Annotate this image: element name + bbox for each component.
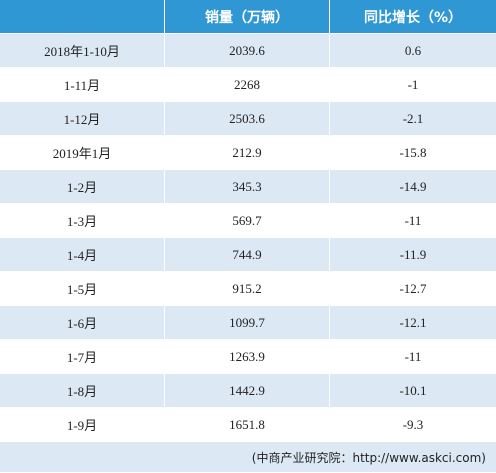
table-cell: 569.7 (165, 204, 330, 237)
table-row: 1-3月 569.7 -11 (0, 204, 496, 238)
table-cell: 2039.6 (165, 34, 330, 67)
table-row: 2018年1-10月 2039.6 0.6 (0, 34, 496, 68)
table-row: 1-5月 915.2 -12.7 (0, 272, 496, 306)
table-cell: 1-9月 (0, 408, 165, 441)
header-cell: 同比增长（%） (363, 9, 463, 26)
table-row: 1-7月 1263.9 -11 (0, 340, 496, 374)
header-cell (0, 0, 165, 33)
table-cell: 744.9 (165, 238, 330, 271)
table-cell: 1-5月 (0, 272, 165, 305)
table-cell: 1-12月 (0, 102, 165, 135)
table-cell: -12.1 (399, 314, 427, 330)
table-row: 1-6月 1099.7 -12.1 (0, 306, 496, 340)
table-cell: -12.7 (399, 280, 427, 296)
table-cell: -1 (407, 76, 419, 92)
table-row: 1-9月 1651.8 -9.3 (0, 408, 496, 442)
table-cell: -11 (404, 212, 422, 228)
table-cell: -11.9 (399, 246, 427, 262)
table-cell: -2.1 (402, 110, 424, 126)
table-cell: 345.3 (165, 170, 330, 203)
table-cell: -11 (404, 348, 422, 364)
header-row: 销量（万辆） 同比增长（%） (0, 0, 496, 34)
table-cell: 212.9 (165, 136, 330, 169)
header-cell: 销量（万辆） (165, 0, 330, 33)
table-cell: 1-7月 (0, 340, 165, 373)
table-row: 1-11月 2268 -1 (0, 68, 496, 102)
table-row: 1-8月 1442.9 -10.1 (0, 374, 496, 408)
table-cell: 2268 (165, 68, 330, 101)
table-cell: 1-8月 (0, 374, 165, 407)
table-cell: -15.8 (399, 144, 427, 160)
table-cell: -10.1 (399, 382, 427, 398)
table-row: 2019年1月 212.9 -15.8 (0, 136, 496, 170)
table-cell: 1-6月 (0, 306, 165, 339)
source-note: (中商产业研究院：http://www.askci.com) (0, 442, 496, 473)
table-cell: 1-11月 (0, 68, 165, 101)
table-cell: 0.6 (404, 42, 422, 58)
table-cell: 915.2 (165, 272, 330, 305)
table-row: 1-4月 744.9 -11.9 (0, 238, 496, 272)
table-cell: 1263.9 (165, 340, 330, 373)
table-cell: 2018年1-10月 (0, 34, 165, 67)
table-cell: 2019年1月 (0, 136, 165, 169)
table-cell: -9.3 (402, 416, 424, 432)
table-cell: 1442.9 (165, 374, 330, 407)
table-cell: 1099.7 (165, 306, 330, 339)
table-cell: 2503.6 (165, 102, 330, 135)
table-row: 1-12月 2503.6 -2.1 (0, 102, 496, 136)
table-cell: 1-2月 (0, 170, 165, 203)
table-cell: -14.9 (399, 178, 427, 194)
table-cell: 1-3月 (0, 204, 165, 237)
table-cell: 1651.8 (165, 408, 330, 441)
table-cell: 1-4月 (0, 238, 165, 271)
table-row: 1-2月 345.3 -14.9 (0, 170, 496, 204)
